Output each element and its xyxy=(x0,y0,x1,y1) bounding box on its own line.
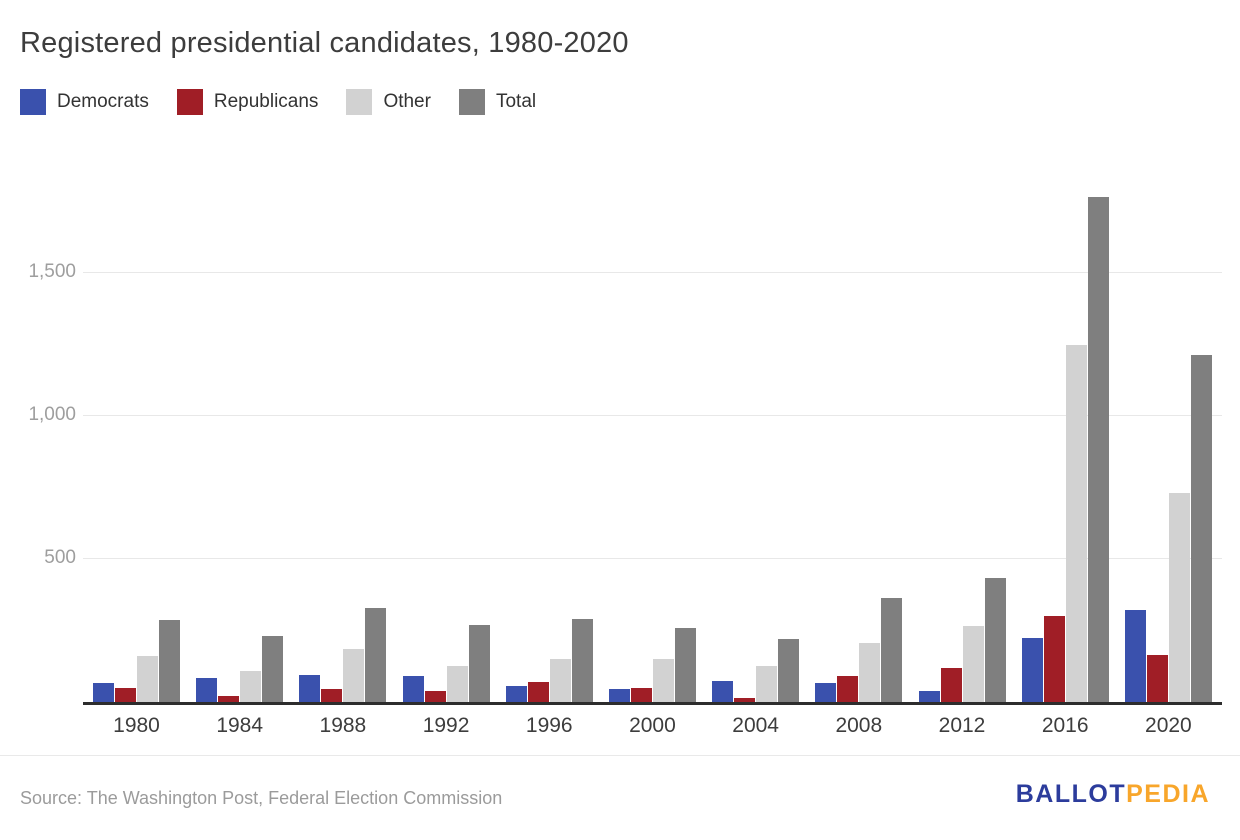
bar-group-1996 xyxy=(505,619,593,702)
bar-other-2020[interactable] xyxy=(1168,493,1190,702)
bar-democrats-2000[interactable] xyxy=(608,689,630,702)
bar-republicans-1980[interactable] xyxy=(115,688,136,702)
x-tick-label-1980: 1980 xyxy=(113,714,160,737)
bar-group-1992 xyxy=(402,625,490,702)
bar-other-1992[interactable] xyxy=(446,666,468,702)
legend-item-total: Total xyxy=(458,88,537,115)
x-tick-label-2016: 2016 xyxy=(1041,714,1089,737)
bar-total-1984[interactable] xyxy=(262,636,284,702)
legend-item-republicans: Republicans xyxy=(176,88,319,115)
bar-group-2020 xyxy=(1124,355,1212,702)
bar-total-1996[interactable] xyxy=(571,619,593,702)
bar-other-2016[interactable] xyxy=(1065,345,1087,702)
legend-label-other: Other xyxy=(383,90,431,112)
legend-item-other: Other xyxy=(346,88,431,115)
bar-group-2016 xyxy=(1021,197,1109,702)
logo-text-ballot: BALLOT xyxy=(1015,780,1127,808)
bar-republicans-2004[interactable] xyxy=(734,698,756,702)
x-tick-label-2008: 2008 xyxy=(835,714,883,737)
footer: Source: The Washington Post, Federal Ele… xyxy=(0,755,1240,840)
logo-text-pedia: PEDIA xyxy=(1126,780,1210,808)
x-tick-label-2000: 2000 xyxy=(629,714,676,737)
bar-republicans-2008[interactable] xyxy=(837,676,859,702)
bar-group-1984 xyxy=(196,636,284,702)
bar-democrats-2004[interactable] xyxy=(712,681,734,702)
bar-republicans-2020[interactable] xyxy=(1146,655,1168,702)
bar-chart: 500 1,000 1,500 1980 1984 1988 1992 1996 2000 20… xyxy=(0,182,1240,738)
bar-other-1980[interactable] xyxy=(137,656,158,702)
bar-republicans-1988[interactable] xyxy=(321,689,343,702)
bar-republicans-2000[interactable] xyxy=(630,688,652,702)
bar-other-2012[interactable] xyxy=(962,626,984,702)
bar-total-1980[interactable] xyxy=(159,620,180,702)
bar-republicans-2016[interactable] xyxy=(1043,616,1065,702)
legend-swatch-total xyxy=(458,88,485,115)
bar-group-2004 xyxy=(712,639,800,702)
bar-group-1980 xyxy=(93,620,180,702)
bar-total-1992[interactable] xyxy=(468,625,490,702)
source-attribution: Source: The Washington Post, Federal Ele… xyxy=(20,788,503,808)
bar-total-2000[interactable] xyxy=(674,628,696,702)
bar-republicans-2012[interactable] xyxy=(940,668,962,702)
legend-label-democrats: Democrats xyxy=(57,90,149,112)
bar-democrats-2020[interactable] xyxy=(1124,610,1146,702)
y-tick-label-500: 500 xyxy=(44,547,76,568)
bar-democrats-1980[interactable] xyxy=(93,683,114,702)
bar-total-2020[interactable] xyxy=(1190,355,1212,702)
bar-other-1984[interactable] xyxy=(240,671,262,702)
x-tick-label-2004: 2004 xyxy=(732,714,779,737)
gridline-1000: 1,000 xyxy=(28,404,1222,425)
bar-group-2012 xyxy=(918,578,1006,702)
x-tick-label-1996: 1996 xyxy=(525,714,573,737)
bar-total-2012[interactable] xyxy=(984,578,1006,702)
bar-total-2016[interactable] xyxy=(1087,197,1109,702)
bar-total-2004[interactable] xyxy=(778,639,800,702)
bar-group-1988 xyxy=(299,608,387,702)
bar-group-2008 xyxy=(815,598,903,702)
bar-group-2000 xyxy=(608,628,696,702)
bar-other-1996[interactable] xyxy=(549,659,571,702)
bar-republicans-1996[interactable] xyxy=(527,682,549,702)
x-tick-label-1984: 1984 xyxy=(216,714,264,737)
x-tick-label-2020: 2020 xyxy=(1145,714,1192,737)
bar-total-2008[interactable] xyxy=(881,598,903,702)
bar-other-2008[interactable] xyxy=(859,643,881,702)
x-tick-label-1988: 1988 xyxy=(319,714,367,737)
bar-democrats-2016[interactable] xyxy=(1021,638,1043,702)
x-tick-label-2012: 2012 xyxy=(938,714,986,737)
bar-democrats-1984[interactable] xyxy=(196,678,218,702)
legend-label-republicans: Republicans xyxy=(213,90,319,112)
bar-other-2000[interactable] xyxy=(652,659,674,702)
gridline-500: 500 xyxy=(44,547,1222,568)
bar-democrats-1992[interactable] xyxy=(402,676,424,702)
bar-other-1988[interactable] xyxy=(343,649,365,702)
legend-swatch-democrats xyxy=(20,88,46,115)
page-title: Registered presidential candidates, 1980… xyxy=(20,27,629,59)
legend-swatch-other xyxy=(346,88,373,115)
bar-other-2004[interactable] xyxy=(756,666,778,702)
bar-democrats-1996[interactable] xyxy=(505,686,527,702)
y-tick-label-1500: 1,500 xyxy=(28,261,76,282)
plot-area: 500 1,000 1,500 xyxy=(28,182,1222,705)
bar-republicans-1992[interactable] xyxy=(424,691,446,702)
bar-democrats-1988[interactable] xyxy=(299,675,321,702)
legend-label-total: Total xyxy=(495,90,537,112)
chart-legend: Democrats Republicans Other Total xyxy=(20,88,1240,115)
legend-item-democrats: Democrats xyxy=(20,88,149,115)
bar-democrats-2008[interactable] xyxy=(815,683,837,702)
gridline-1500: 1,500 xyxy=(28,261,1222,282)
legend-swatch-republicans xyxy=(176,88,203,115)
x-axis-labels: 1980 1984 1988 1992 1996 2000 2004 2008 2012 2016… xyxy=(83,714,1222,738)
ballotpedia-logo: BALLOTPEDIA xyxy=(1016,780,1210,809)
bar-republicans-1984[interactable] xyxy=(218,696,240,702)
bar-groups xyxy=(83,182,1222,702)
x-tick-label-1992: 1992 xyxy=(422,714,470,737)
bar-total-1988[interactable] xyxy=(365,608,387,702)
y-tick-label-1000: 1,000 xyxy=(28,404,76,425)
bar-democrats-2012[interactable] xyxy=(918,691,940,702)
